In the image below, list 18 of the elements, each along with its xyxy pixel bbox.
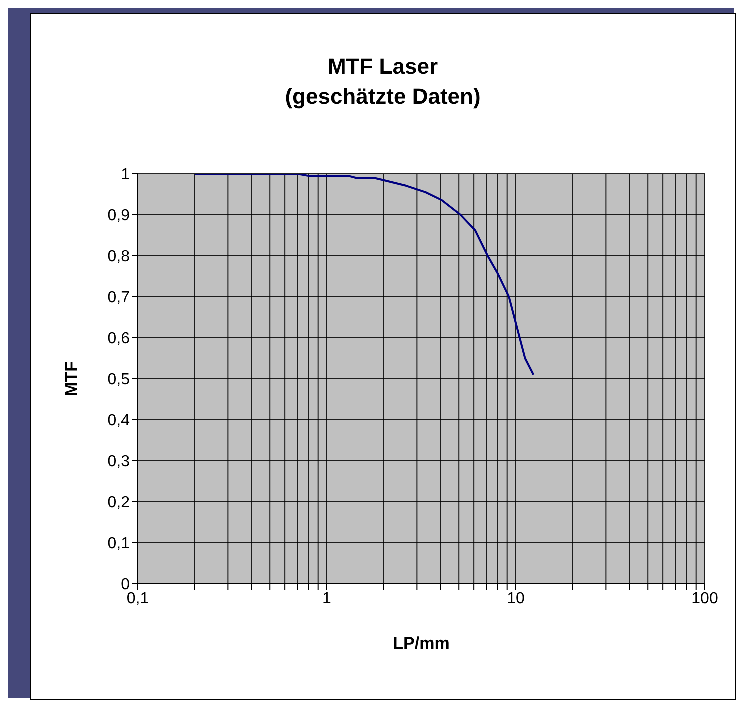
y-tick-label: 0 — [121, 576, 130, 594]
chart-subtitle: (geschätzte Daten) — [284, 83, 482, 111]
x-tick-label: 10 — [507, 590, 525, 608]
y-tick-label: 0,9 — [108, 208, 130, 225]
y-tick-label: 0,7 — [108, 290, 130, 307]
y-axis-title: MTF — [62, 362, 82, 396]
y-tick-label: 0,1 — [108, 536, 130, 553]
chart-title: MTF Laser — [326, 53, 440, 81]
y-tick-label: 1 — [121, 166, 130, 184]
y-tick-label: 0,5 — [108, 372, 130, 389]
y-tick-label: 0,4 — [108, 412, 130, 430]
x-tick-label: 1 — [322, 590, 332, 608]
x-axis-title: LP/mm — [393, 634, 450, 653]
x-tick-label: 100 — [692, 590, 718, 608]
y-tick-label: 0,8 — [108, 248, 130, 266]
y-tick-label: 0,6 — [108, 330, 130, 348]
y-tick-label: 0,3 — [108, 454, 130, 471]
y-tick-label: 0,2 — [108, 494, 130, 512]
